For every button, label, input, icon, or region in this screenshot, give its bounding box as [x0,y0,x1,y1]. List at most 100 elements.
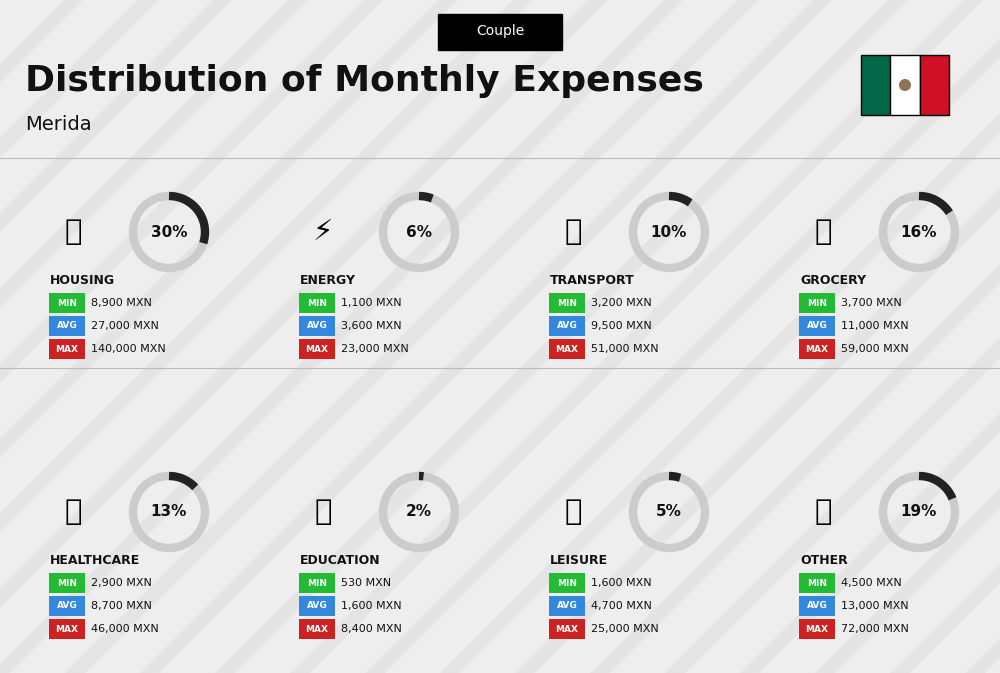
Text: AVG: AVG [307,322,327,330]
FancyBboxPatch shape [549,619,585,639]
Circle shape [899,79,911,91]
Text: 140,000 MXN: 140,000 MXN [91,344,166,354]
FancyBboxPatch shape [861,55,890,115]
FancyBboxPatch shape [799,573,835,593]
Text: MIN: MIN [307,299,327,308]
Text: ENERGY: ENERGY [300,273,356,287]
Text: 11,000 MXN: 11,000 MXN [841,321,909,331]
FancyBboxPatch shape [799,339,835,359]
Text: Couple: Couple [476,24,524,38]
Text: MAX: MAX [806,345,828,353]
Text: 51,000 MXN: 51,000 MXN [591,344,659,354]
Text: 30%: 30% [151,225,187,240]
Text: 5%: 5% [656,505,682,520]
FancyBboxPatch shape [438,14,562,50]
FancyBboxPatch shape [49,596,85,616]
Text: 59,000 MXN: 59,000 MXN [841,344,909,354]
FancyBboxPatch shape [799,316,835,336]
Text: 13,000 MXN: 13,000 MXN [841,601,909,611]
Text: 4,500 MXN: 4,500 MXN [841,578,902,588]
FancyBboxPatch shape [549,316,585,336]
Text: 4,700 MXN: 4,700 MXN [591,601,652,611]
Text: 72,000 MXN: 72,000 MXN [841,624,909,634]
Text: 1,600 MXN: 1,600 MXN [341,601,402,611]
Text: 6%: 6% [406,225,432,240]
Text: MIN: MIN [307,579,327,588]
Text: GROCERY: GROCERY [800,273,866,287]
Text: MIN: MIN [557,579,577,588]
Text: 2,900 MXN: 2,900 MXN [91,578,152,588]
Text: 19%: 19% [901,505,937,520]
Text: MAX: MAX [306,625,328,633]
Text: 25,000 MXN: 25,000 MXN [591,624,659,634]
Text: 23,000 MXN: 23,000 MXN [341,344,409,354]
FancyBboxPatch shape [799,596,835,616]
Text: 🛒: 🛒 [814,218,832,246]
Text: MAX: MAX [556,345,578,353]
FancyBboxPatch shape [549,339,585,359]
Text: 💰: 💰 [814,498,832,526]
Text: 9,500 MXN: 9,500 MXN [591,321,652,331]
Text: AVG: AVG [807,322,827,330]
Text: LEISURE: LEISURE [550,553,608,567]
Text: AVG: AVG [557,322,577,330]
FancyBboxPatch shape [299,619,335,639]
Text: 8,700 MXN: 8,700 MXN [91,601,152,611]
Text: HEALTHCARE: HEALTHCARE [50,553,140,567]
Text: 🛍: 🛍 [564,498,582,526]
FancyBboxPatch shape [299,339,335,359]
Text: 2%: 2% [406,505,432,520]
Text: 1,600 MXN: 1,600 MXN [591,578,652,588]
FancyBboxPatch shape [890,55,920,115]
FancyBboxPatch shape [49,339,85,359]
Text: 🚌: 🚌 [564,218,582,246]
FancyBboxPatch shape [299,316,335,336]
Text: 13%: 13% [151,505,187,520]
Text: MIN: MIN [807,579,827,588]
Text: Distribution of Monthly Expenses: Distribution of Monthly Expenses [25,64,704,98]
Text: OTHER: OTHER [800,553,848,567]
Text: MAX: MAX [56,625,78,633]
Text: AVG: AVG [57,602,77,610]
FancyBboxPatch shape [49,316,85,336]
Text: AVG: AVG [57,322,77,330]
Text: AVG: AVG [807,602,827,610]
Text: 3,600 MXN: 3,600 MXN [341,321,402,331]
FancyBboxPatch shape [49,619,85,639]
Text: 🎓: 🎓 [314,498,332,526]
FancyBboxPatch shape [299,293,335,313]
Text: MIN: MIN [557,299,577,308]
FancyBboxPatch shape [299,573,335,593]
Text: MAX: MAX [306,345,328,353]
FancyBboxPatch shape [549,596,585,616]
Text: HOUSING: HOUSING [50,273,115,287]
Text: AVG: AVG [557,602,577,610]
Text: 3,200 MXN: 3,200 MXN [591,298,652,308]
Text: MIN: MIN [57,299,77,308]
Text: 10%: 10% [651,225,687,240]
FancyBboxPatch shape [799,619,835,639]
FancyBboxPatch shape [549,293,585,313]
Text: Merida: Merida [25,116,92,135]
Text: ⚡: ⚡ [313,218,333,246]
Text: 🏢: 🏢 [64,218,82,246]
Text: AVG: AVG [307,602,327,610]
FancyBboxPatch shape [49,573,85,593]
Text: 1,100 MXN: 1,100 MXN [341,298,402,308]
Text: 🏥: 🏥 [64,498,82,526]
Text: 8,400 MXN: 8,400 MXN [341,624,402,634]
Text: MIN: MIN [807,299,827,308]
FancyBboxPatch shape [49,293,85,313]
Text: 530 MXN: 530 MXN [341,578,391,588]
Text: 3,700 MXN: 3,700 MXN [841,298,902,308]
FancyBboxPatch shape [920,55,949,115]
Text: MAX: MAX [806,625,828,633]
Text: MAX: MAX [556,625,578,633]
Text: MIN: MIN [57,579,77,588]
Text: 27,000 MXN: 27,000 MXN [91,321,159,331]
FancyBboxPatch shape [799,293,835,313]
Text: 8,900 MXN: 8,900 MXN [91,298,152,308]
FancyBboxPatch shape [549,573,585,593]
FancyBboxPatch shape [299,596,335,616]
Text: MAX: MAX [56,345,78,353]
